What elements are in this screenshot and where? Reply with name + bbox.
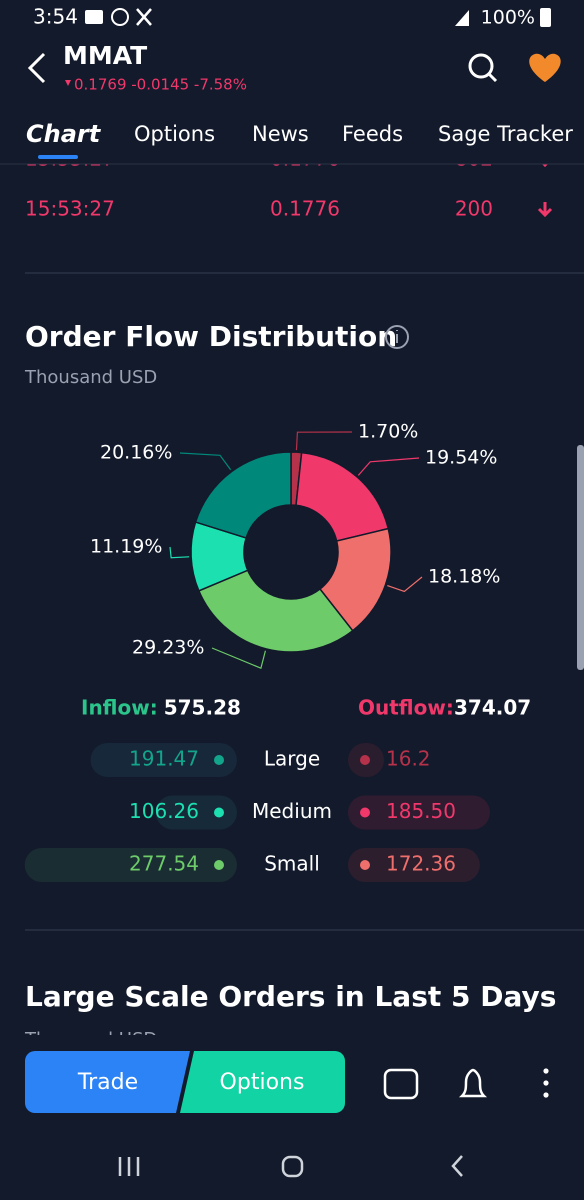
tab[interactable]: Sage Tracker <box>438 122 573 146</box>
content: 15:53:27 0.1776 802 15:53:27 0.1776 200 … <box>24 147 584 1050</box>
slice-label: 29.23% <box>132 637 204 659</box>
inflow-label: Inflow: <box>81 696 158 720</box>
info-icon[interactable] <box>385 325 409 349</box>
nav-back[interactable] <box>451 1155 463 1177</box>
trade-price: 0.1776 <box>270 197 340 221</box>
tab-indicator <box>38 155 78 159</box>
scroll-handle <box>577 445 584 670</box>
down-triangle <box>65 80 71 86</box>
more-icon <box>543 1092 549 1098</box>
tab[interactable]: Options <box>134 122 215 146</box>
funds-icon[interactable] <box>383 1068 419 1100</box>
leader-line <box>295 431 353 451</box>
nav-recent[interactable] <box>118 1157 140 1176</box>
donut-slice <box>194 451 292 539</box>
outflow-bar <box>348 795 490 830</box>
outflow-label: Outflow: <box>358 696 454 720</box>
search-button[interactable] <box>468 53 494 79</box>
trade-label: Trade <box>77 1070 138 1095</box>
section-title: Order Flow Distribution <box>25 320 397 353</box>
inflow-dot <box>214 860 224 870</box>
favorite-button[interactable] <box>529 53 561 82</box>
leader-line <box>169 546 190 559</box>
inflow-value: 191.47 <box>129 747 199 771</box>
leader-line <box>357 457 420 476</box>
trade-size: 200 <box>455 197 493 221</box>
header-bg <box>0 0 584 164</box>
trade-time: 15:53:27 <box>25 197 115 221</box>
inflow-value: 575.28 <box>164 696 241 720</box>
inflow-dot <box>214 807 224 818</box>
signal-icon <box>455 10 469 26</box>
status-icon <box>136 8 152 26</box>
status-icon <box>111 8 129 26</box>
leader-line <box>387 576 423 593</box>
flow-size: Small <box>264 852 320 876</box>
status-icon <box>85 10 103 24</box>
more-icon[interactable] <box>543 1068 549 1074</box>
trade-button[interactable] <box>25 1051 190 1113</box>
ticker: MMAT <box>63 41 147 70</box>
leader-line <box>211 647 266 669</box>
down-arrow <box>537 202 553 218</box>
alert-icon[interactable] <box>458 1068 488 1098</box>
inflow-value: 277.54 <box>129 852 199 876</box>
options-button[interactable] <box>180 1051 345 1113</box>
options-label: Options <box>220 1070 305 1095</box>
inflow-bar <box>90 743 237 777</box>
section-subtitle: Thousand USD <box>24 367 157 388</box>
outflow-dot <box>360 860 370 870</box>
outflow-value: 185.50 <box>386 799 456 823</box>
inflow-bar <box>24 848 237 882</box>
flow-rows: 191.47 Large 16.2 106.26 Medium 185.50 277.54 S… <box>24 743 490 882</box>
nav-home[interactable] <box>281 1155 304 1178</box>
more-icon <box>543 1080 549 1086</box>
slice-label: 1.70% <box>358 421 418 443</box>
flow-size: Large <box>264 747 320 771</box>
donut-slice <box>197 569 354 653</box>
battery-text: 100% <box>481 7 535 29</box>
leader-line <box>179 452 232 471</box>
slice-label: 18.18% <box>428 566 500 588</box>
donut-chart: 1.70% 19.54% 18.18% 29.23% 11.19% 20.16% <box>90 421 500 669</box>
back-button[interactable] <box>27 52 46 84</box>
outflow-value: 16.2 <box>386 747 431 771</box>
slice-label: 19.54% <box>425 447 497 469</box>
slice-label: 11.19% <box>90 536 162 558</box>
slice-label: 20.16% <box>100 442 172 464</box>
outflow-value: 374.07 <box>454 696 531 720</box>
outflow-bar <box>348 848 480 882</box>
tab[interactable]: Chart <box>26 120 102 148</box>
inflow-bar <box>155 795 237 830</box>
tab[interactable]: Feeds <box>342 122 403 146</box>
outflow-dot <box>360 755 370 765</box>
tabs: Chart Options News Feeds Sage Tracker <box>26 120 573 148</box>
tab[interactable]: News <box>252 122 309 146</box>
inflow-value: 106.26 <box>129 799 199 823</box>
quote: 0.1769 -0.0145 -7.58% <box>74 76 247 94</box>
flow-size: Medium <box>252 799 332 823</box>
nav-bar <box>0 1135 584 1200</box>
outflow-value: 172.36 <box>386 852 456 876</box>
battery-icon <box>540 8 551 27</box>
search-handle <box>487 72 498 83</box>
status-time: 3:54 <box>33 5 78 29</box>
section-title: Large Scale Orders in Last 5 Days <box>25 980 556 1013</box>
outflow-dot <box>360 807 370 818</box>
inflow-dot <box>214 755 224 765</box>
